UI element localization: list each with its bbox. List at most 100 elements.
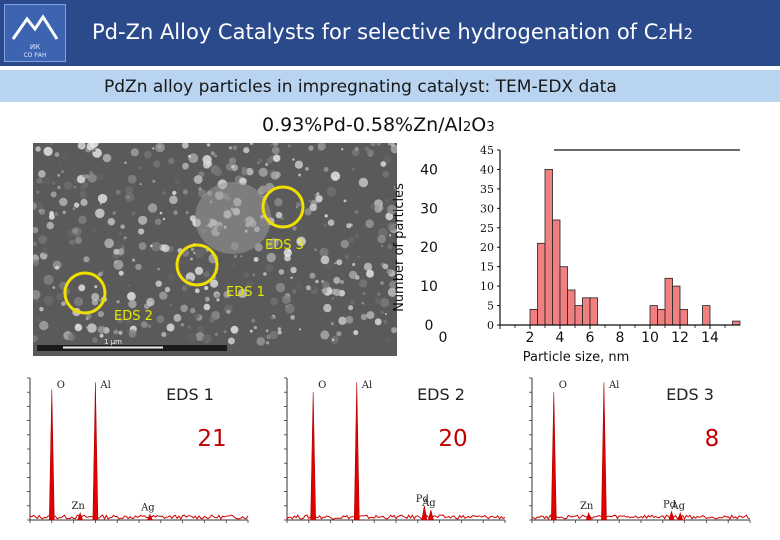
tem-speck: [67, 333, 76, 342]
tem-speck: [159, 211, 163, 215]
tem-speck: [180, 304, 188, 313]
tem-speck: [62, 210, 66, 214]
tem-speck: [210, 151, 215, 156]
tem-speck: [38, 170, 46, 178]
tem-speck: [78, 215, 87, 224]
tem-speck: [320, 255, 330, 265]
histogram-inner-y-tick-label: 30: [480, 202, 494, 215]
tem-speck: [347, 236, 355, 243]
tem-speck: [385, 198, 389, 202]
tem-speck: [365, 219, 374, 228]
tem-speck: [79, 190, 87, 199]
tem-speck: [154, 218, 162, 225]
tem-speck: [117, 316, 123, 323]
tem-speck: [290, 276, 293, 279]
tem-speck: [135, 263, 142, 271]
tem-speck: [122, 238, 125, 241]
tem-speck: [315, 279, 319, 284]
tem-speck: [390, 144, 397, 154]
tem-speck: [359, 279, 368, 288]
tem-speck: [99, 271, 103, 276]
tem-speck: [36, 177, 43, 184]
eds-baseline: [29, 514, 249, 521]
tem-speck: [33, 226, 39, 234]
histogram-inner-y-tick-label: 45: [480, 144, 494, 157]
tem-speck: [215, 293, 220, 298]
tem-speck: [166, 272, 176, 281]
tem-speck: [73, 185, 77, 189]
tem-speck: [33, 289, 41, 300]
tem-speck: [189, 307, 196, 314]
eds-1-label: EDS 1: [226, 285, 265, 300]
tem-speck: [157, 267, 160, 271]
tem-speck: [295, 282, 303, 290]
tem-speck: [161, 244, 170, 253]
tem-speck: [330, 335, 339, 344]
tem-speck: [143, 235, 148, 240]
tem-speck: [139, 341, 142, 344]
tem-speck: [106, 282, 110, 287]
tem-speck: [190, 247, 195, 252]
tem-speck: [33, 259, 39, 267]
histogram-bar: [537, 242, 546, 326]
tem-speck: [229, 157, 237, 165]
tem-speck: [237, 288, 248, 298]
histogram-bar: [589, 297, 598, 326]
tem-speck: [43, 295, 54, 306]
tem-speck: [74, 236, 82, 244]
tem-speck: [265, 341, 270, 345]
tem-speck: [153, 160, 161, 168]
tem-speck: [364, 146, 370, 152]
histogram-inner-y-tick-label: 40: [480, 163, 494, 176]
tem-speck: [125, 186, 134, 195]
tem-speck: [257, 170, 260, 173]
tem-speck: [225, 163, 234, 171]
tem-speck: [253, 325, 258, 330]
eds-peak-label: Zn: [580, 501, 594, 512]
title-bar: [0, 0, 780, 66]
tem-speck: [385, 207, 389, 210]
tem-speck: [185, 211, 189, 214]
tem-speck: [59, 317, 63, 321]
histogram-outer-y-tick-label: 0: [425, 318, 434, 334]
tem-speck: [138, 242, 147, 250]
histogram-bar: [664, 277, 673, 326]
tem-speck: [379, 298, 390, 308]
tem-speck: [269, 330, 278, 340]
tem-speck: [252, 273, 256, 277]
tem-speck: [370, 203, 376, 209]
tem-speck: [208, 316, 216, 323]
eds-peak-label: Ag: [140, 502, 155, 513]
tem-speck: [316, 192, 320, 196]
tem-speck: [56, 293, 64, 301]
histogram-inner-y-tick-label: 5: [487, 300, 494, 313]
tem-speck: [83, 256, 90, 263]
tem-speck: [155, 143, 165, 153]
tem-speck: [336, 259, 343, 266]
tem-speck: [358, 177, 369, 188]
eds-peak-o: [550, 392, 557, 521]
eds-count: 8: [705, 426, 720, 452]
tem-speck: [114, 260, 118, 264]
tem-speck: [173, 314, 182, 322]
tem-speck: [292, 158, 295, 161]
histogram-x-tick-label: 4: [556, 330, 565, 346]
tem-speck: [257, 161, 260, 165]
tem-speck: [333, 276, 341, 284]
tem-speck: [138, 166, 142, 170]
logo-text-1: ИК: [30, 43, 40, 51]
tem-speck: [161, 332, 167, 337]
tem-speck: [112, 211, 117, 215]
tem-speck: [383, 319, 388, 324]
tem-speck: [214, 332, 218, 336]
eds-peak-al: [92, 382, 99, 521]
histogram-outer-y-tick-label: 10: [420, 279, 438, 295]
tem-speck: [124, 161, 127, 164]
tem-speck: [309, 203, 318, 212]
tem-speck: [147, 203, 158, 213]
tem-speck: [73, 202, 80, 208]
tem-speck: [386, 337, 391, 342]
tem-speck: [164, 286, 171, 293]
tem-speck: [52, 260, 62, 270]
tem-speck: [299, 328, 302, 331]
